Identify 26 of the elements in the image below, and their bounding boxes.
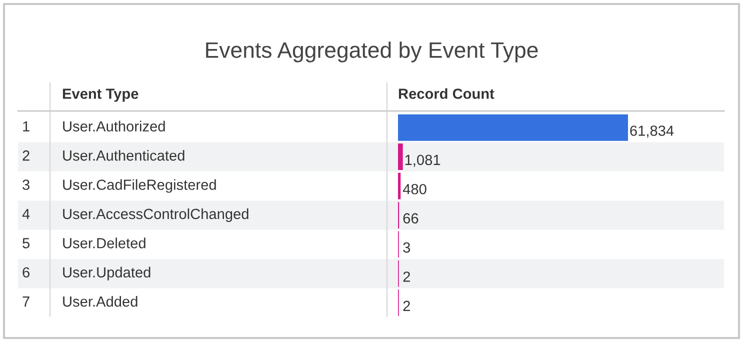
y-axis-title: Event Type	[62, 88, 138, 102]
text: 5	[22, 238, 30, 248]
x-axis-title: Record Count	[398, 88, 494, 99]
data-label: 66	[403, 213, 418, 224]
text: 4	[22, 208, 30, 219]
y-tick-label: User.CadFileRegistered	[63, 179, 216, 193]
text: 1	[23, 121, 30, 132]
data-label: 1,081	[405, 154, 440, 167]
y-tick-label: User.Authorized	[63, 120, 165, 132]
text: 2	[22, 150, 30, 161]
data-label: 3	[403, 242, 410, 253]
data-label: 2	[403, 272, 410, 282]
data-label: 61,834	[630, 126, 674, 138]
chart-title: Events Aggregated by Event Type	[206, 42, 538, 62]
y-tick-label: User.AccessControlChanged	[63, 208, 248, 222]
text: 7	[22, 296, 30, 307]
y-tick-label: User.Added	[63, 296, 138, 307]
text: 6	[22, 267, 30, 278]
bar	[398, 114, 628, 141]
data-label: 2	[403, 300, 410, 311]
y-tick-label: User.Deleted	[63, 238, 146, 248]
bar	[398, 144, 403, 170]
text: 3	[22, 180, 30, 190]
y-tick-label: User.Authenticated	[63, 150, 184, 161]
data-label: 480	[402, 184, 426, 194]
y-tick-label: User.Updated	[63, 266, 150, 280]
